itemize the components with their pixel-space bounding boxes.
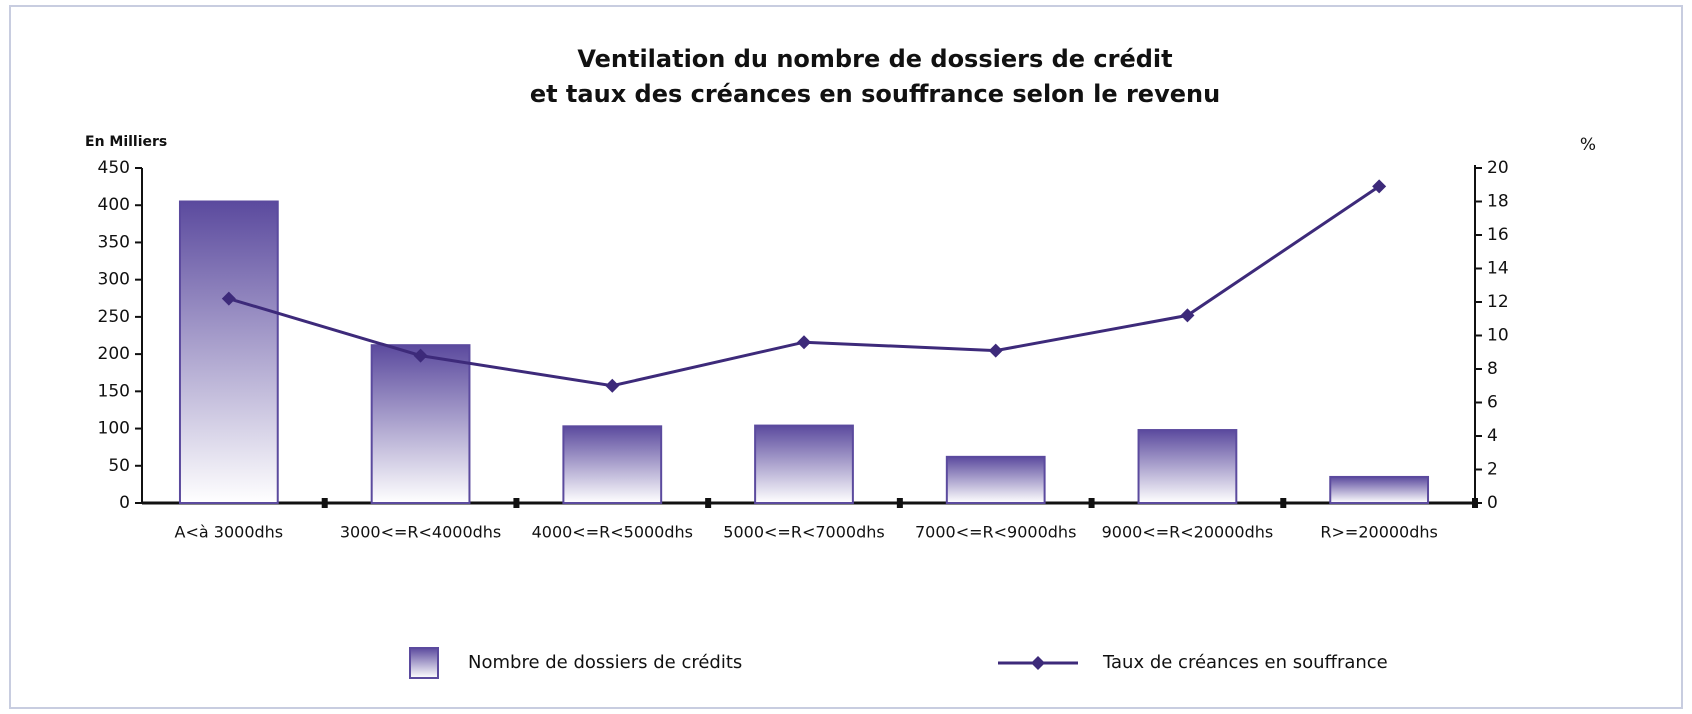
legend-swatch [1031,656,1045,670]
y-tick-label: 450 [98,158,130,178]
legend-label: Nombre de dossiers de crédits [468,652,742,673]
y2-tick-label: 20 [1487,158,1509,178]
y2-axis-label: % [1580,135,1596,155]
bar [1137,429,1238,504]
marker [1372,179,1387,194]
frame [9,5,1683,709]
y-tick-label: 250 [98,307,130,327]
y2-tick-label: 18 [1487,192,1509,212]
y-tick-label: 300 [98,270,130,290]
y2-tick-label: 14 [1487,259,1509,279]
chart-title: et taux des créances en souffrance selon… [530,80,1220,108]
y2-tick-label: 16 [1487,225,1509,245]
x-tick [1280,498,1287,508]
y-tick-label: 150 [98,381,130,401]
y2-tick-label: 2 [1487,460,1498,480]
y-tick-label: 0 [119,493,130,513]
x-tick [1088,498,1095,508]
chart-title: Ventilation du nombre de dossiers de cré… [577,45,1172,73]
y2-tick-label: 10 [1487,326,1509,346]
x-tick-label: R>=20000dhs [1320,523,1437,542]
y-tick-label: 400 [98,195,130,215]
x-tick [1472,498,1478,508]
y-tick-label: 350 [98,232,130,252]
marker [605,378,620,393]
x-tick-label: A<à 3000dhs [175,523,284,542]
y-axis-label: En Milliers [85,134,167,150]
bar [178,200,279,504]
x-tick [321,498,328,508]
marker [1180,308,1195,323]
y2-tick-label: 0 [1487,493,1498,513]
y2-tick-label: 12 [1487,292,1509,312]
y-tick-label: 100 [98,419,130,439]
y2-tick-label: 6 [1487,393,1498,413]
y-tick-label: 200 [98,344,130,364]
marker [221,291,236,306]
x-tick [705,498,712,508]
y2-tick-label: 8 [1487,359,1498,379]
x-tick [513,498,520,508]
x-tick-label: 9000<=R<20000dhs [1102,523,1274,542]
x-tick-label: 5000<=R<7000dhs [723,523,884,542]
marker [413,348,428,363]
marker [797,335,811,350]
bar [562,425,663,505]
bar [754,424,854,505]
legend-swatch [409,647,439,679]
marker [988,343,1003,358]
x-tick-label: 3000<=R<4000dhs [340,523,501,542]
x-tick-label: 7000<=R<9000dhs [915,523,1076,542]
y2-tick-label: 4 [1487,426,1498,446]
legend-label: Taux de créances en souffrance [1102,652,1388,673]
y-tick-label: 50 [108,456,130,476]
x-tick [896,498,903,508]
x-tick-label: 4000<=R<5000dhs [532,523,693,542]
bar [370,344,471,504]
bar [1329,475,1430,505]
bar [945,455,1046,505]
